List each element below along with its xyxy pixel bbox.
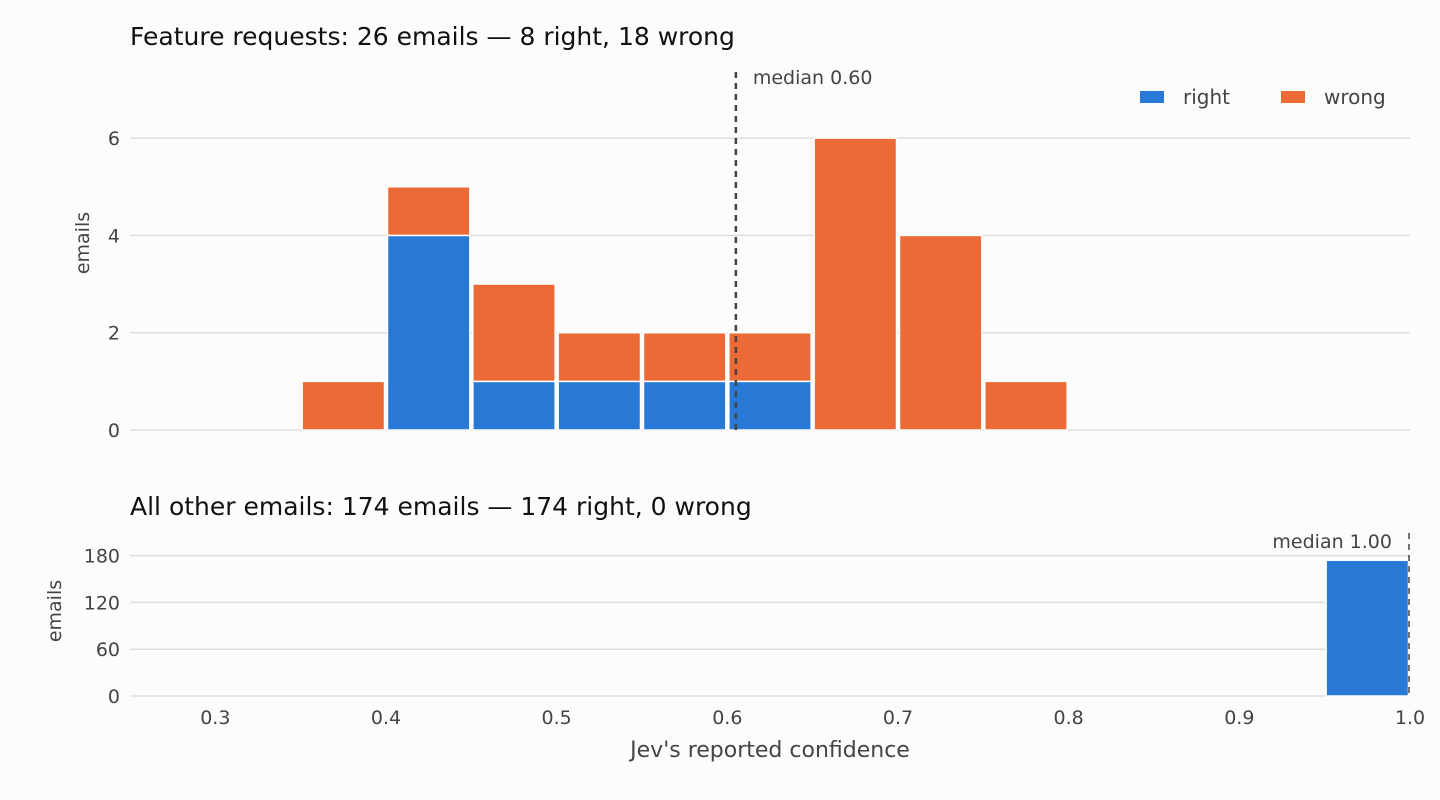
legend: right wrong (1140, 85, 1386, 109)
bar-wrong (984, 380, 1068, 431)
y-tick-label: 120 (84, 592, 120, 614)
median-label: median 1.00 (1272, 531, 1392, 553)
x-tick-label: 0.4 (371, 707, 401, 729)
panel2-title: All other emails: 174 emails — 174 right… (130, 492, 752, 521)
bar-wrong (898, 234, 983, 431)
bar-right (1325, 559, 1410, 697)
panel2-median-line: median 1.00 (1272, 531, 1410, 696)
bar-wrong (301, 380, 386, 431)
y-tick-label: 180 (84, 546, 120, 568)
bar-wrong (642, 331, 727, 383)
legend-swatch-right (1140, 91, 1164, 103)
panel1-median-line: median 0.60 (734, 67, 873, 430)
panel1-bars (301, 137, 1068, 431)
bar-wrong (472, 283, 556, 383)
y-tick-label: 6 (108, 128, 120, 150)
y-tick-label: 2 (108, 323, 120, 345)
panel2-bars (1325, 559, 1410, 697)
x-tick-label: 0.6 (712, 707, 742, 729)
x-tick-label: 0.3 (200, 707, 230, 729)
x-tick-label: 0.9 (1224, 707, 1254, 729)
bar-right (472, 380, 556, 431)
panel1-title: Feature requests: 26 emails — 8 right, 1… (130, 22, 735, 51)
x-axis-label: Jev's reported confidence (628, 738, 910, 763)
bar-wrong (557, 331, 642, 383)
bar-right (557, 380, 642, 431)
legend-label-wrong: wrong (1324, 85, 1386, 109)
x-axis-ticks: 0.3 0.4 0.5 0.6 0.7 0.8 0.9 1.0 (200, 707, 1425, 729)
x-tick-label: 0.8 (1054, 707, 1084, 729)
y-tick-label: 4 (108, 225, 120, 247)
panel1-y-axis-label: emails (72, 212, 94, 274)
panel2-y-axis-label: emails (44, 580, 66, 642)
y-tick-label: 0 (108, 686, 120, 708)
y-tick-label: 0 (108, 420, 120, 442)
panel2-gridlines (130, 554, 1410, 697)
x-tick-label: 0.7 (883, 707, 913, 729)
bar-right (386, 234, 471, 431)
bar-right (642, 380, 727, 431)
legend-swatch-wrong (1281, 91, 1305, 103)
median-label: median 0.60 (753, 67, 873, 89)
bar-wrong (728, 331, 812, 383)
bar-right (728, 380, 812, 431)
bar-wrong (813, 137, 898, 431)
legend-label-right: right (1183, 85, 1230, 109)
other-emails-panel: All other emails: 174 emails — 174 right… (44, 492, 1425, 763)
x-tick-label: 1.0 (1395, 707, 1425, 729)
x-tick-label: 0.5 (542, 707, 572, 729)
bar-wrong (386, 186, 471, 237)
y-tick-label: 60 (96, 639, 120, 661)
panel2-y-ticks: 0 60 120 180 (84, 546, 120, 708)
feature-requests-panel: Feature requests: 26 emails — 8 right, 1… (72, 22, 1410, 442)
panel1-y-ticks: 0 2 4 6 (108, 128, 120, 442)
